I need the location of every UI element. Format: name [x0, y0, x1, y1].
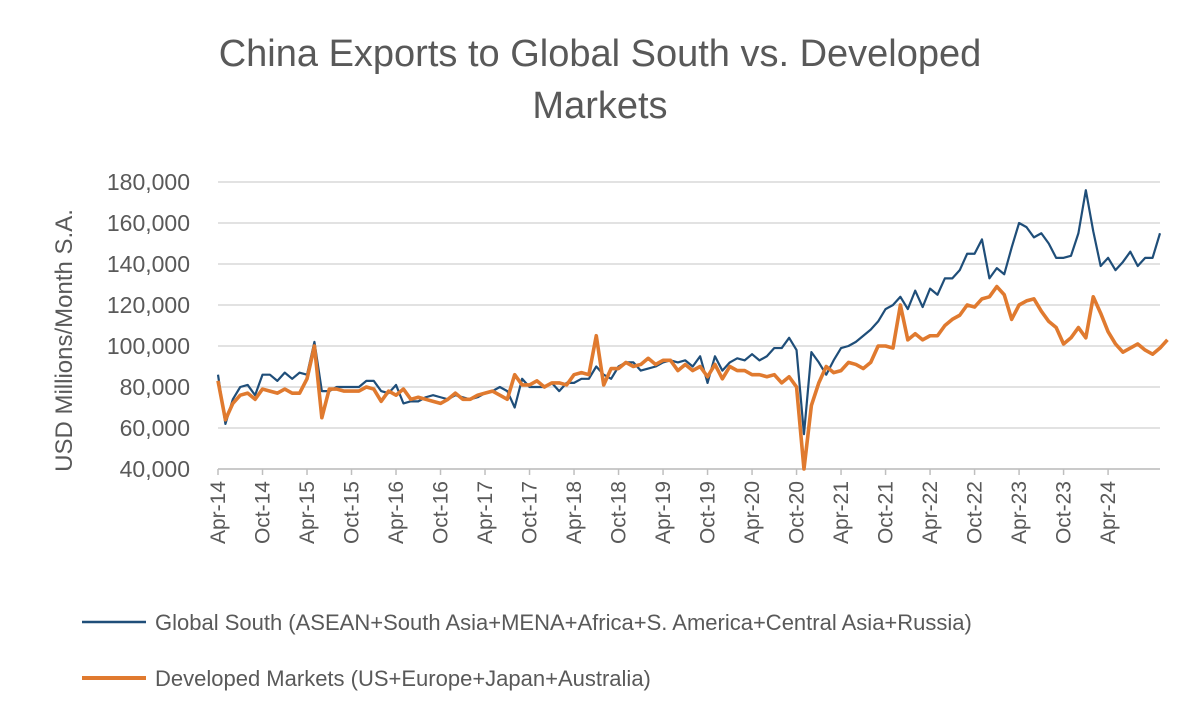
y-tick-label: 60,000	[120, 415, 190, 441]
series-lines	[216, 189, 1169, 471]
x-tick-label: Oct-19	[697, 481, 720, 544]
x-tick-label: Oct-16	[430, 481, 453, 544]
x-tick-label: Apr-19	[652, 481, 675, 544]
y-tick-label: 100,000	[107, 333, 190, 359]
x-tick-label: Apr-17	[474, 481, 497, 544]
x-tick-label: Apr-21	[830, 481, 853, 544]
x-tick-label: Oct-14	[252, 481, 275, 544]
y-axis-ticks: 40,000 60,000 80,000 100,000 120,000 140,000 1…	[107, 169, 190, 482]
chart-title-line-1: China Exports to Global South vs. Develo…	[218, 33, 982, 75]
y-tick-label: 40,000	[120, 456, 190, 482]
y-tick-label: 140,000	[107, 251, 190, 277]
y-tick-label: 120,000	[107, 292, 190, 318]
x-tick-label: Apr-24	[1097, 481, 1120, 544]
x-tick-label: Apr-23	[1008, 481, 1031, 544]
x-tick-label: Oct-18	[608, 481, 631, 544]
legend-label-global-south: Global South (ASEAN+South Asia+MENA+Afri…	[155, 610, 972, 635]
y-tick-label: 80,000	[120, 374, 190, 400]
x-tick-label: Apr-18	[563, 481, 586, 544]
x-tick-label: Oct-23	[1053, 481, 1076, 544]
gridlines	[218, 181, 1160, 470]
chart-title-line-2: Markets	[532, 85, 668, 127]
x-tick-label: Apr-22	[919, 481, 942, 544]
x-tick-label: Apr-16	[385, 481, 408, 544]
y-axis-label: USD Millions/Month S.A.	[51, 209, 78, 472]
x-tick-label: Apr-14	[207, 481, 230, 544]
series-line-developed-markets	[216, 284, 1169, 471]
x-tick-label: Oct-21	[875, 481, 898, 544]
series-line-global-south	[216, 189, 1162, 436]
x-tick-label: Apr-15	[296, 481, 319, 544]
chart-title: China Exports to Global South vs. Develo…	[0, 28, 1200, 132]
x-tick-label: Oct-17	[519, 481, 542, 544]
x-tick-label: Oct-22	[964, 481, 987, 544]
x-tick-label: Oct-20	[786, 481, 809, 544]
y-tick-label: 160,000	[107, 210, 190, 236]
x-tick-label: Oct-15	[341, 481, 364, 544]
x-axis-ticks: Apr-14 Oct-14 Apr-15 Oct-15 Apr-16 Oct-16 Apr-…	[207, 469, 1120, 544]
x-tick-label: Apr-20	[741, 481, 764, 544]
legend: Global South (ASEAN+South Asia+MENA+Afri…	[82, 610, 972, 691]
legend-label-developed-markets: Developed Markets (US+Europe+Japan+Austr…	[155, 666, 651, 691]
y-tick-label: 180,000	[107, 169, 190, 195]
